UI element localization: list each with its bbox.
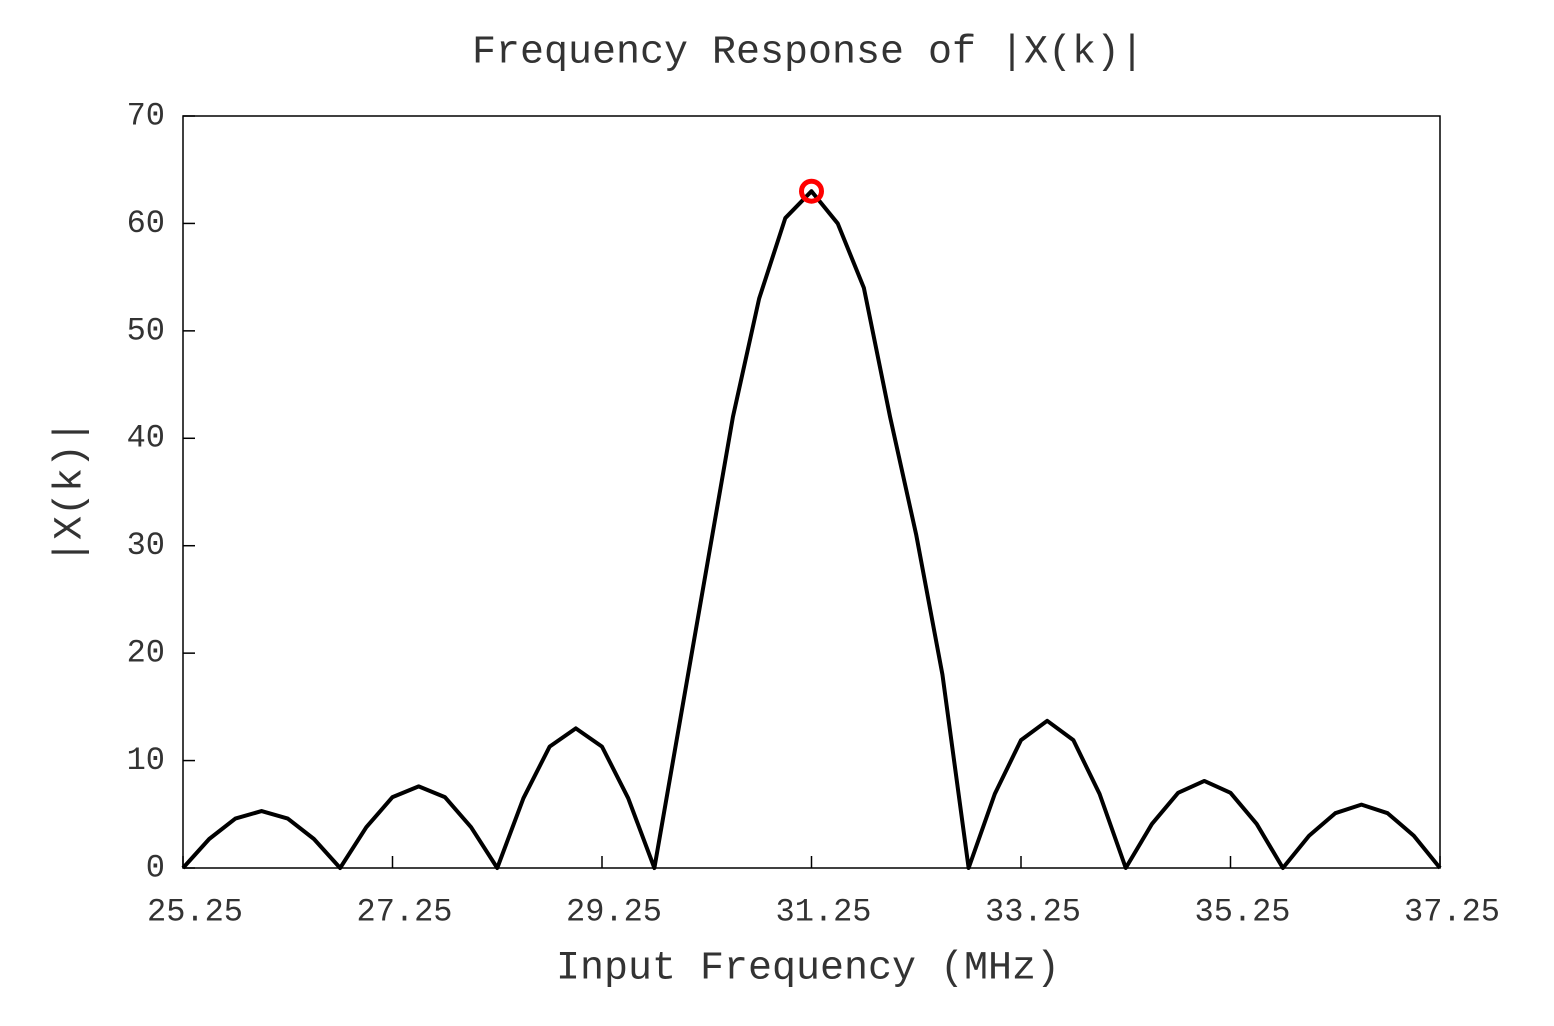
x-tick-label: 27.25: [356, 893, 452, 930]
x-tick-label: 25.25: [147, 893, 243, 930]
x-tick-label: 35.25: [1194, 893, 1290, 930]
x-tick-label: 33.25: [985, 893, 1081, 930]
x-tick-label: 29.25: [566, 893, 662, 930]
chart-title: Frequency Response of |X(k)|: [472, 31, 1144, 76]
x-tick-label: 31.25: [775, 893, 871, 930]
y-tick-label: 50: [127, 312, 165, 349]
y-tick-label: 20: [127, 635, 165, 672]
y-tick-label: 70: [127, 97, 165, 134]
peak-marker: [799, 178, 824, 204]
y-tick-label: 30: [127, 527, 165, 564]
x-axis-label: Input Frequency (MHz): [556, 947, 1060, 992]
y-tick-label: 60: [127, 205, 165, 242]
y-tick-label: 0: [146, 849, 165, 886]
x-tick-label: 37.25: [1404, 893, 1500, 930]
y-tick-label: 10: [127, 742, 165, 779]
y-axis-label: |X(k)|: [49, 420, 94, 564]
y-tick-label: 40: [127, 420, 165, 457]
data-line: [181, 189, 1442, 870]
